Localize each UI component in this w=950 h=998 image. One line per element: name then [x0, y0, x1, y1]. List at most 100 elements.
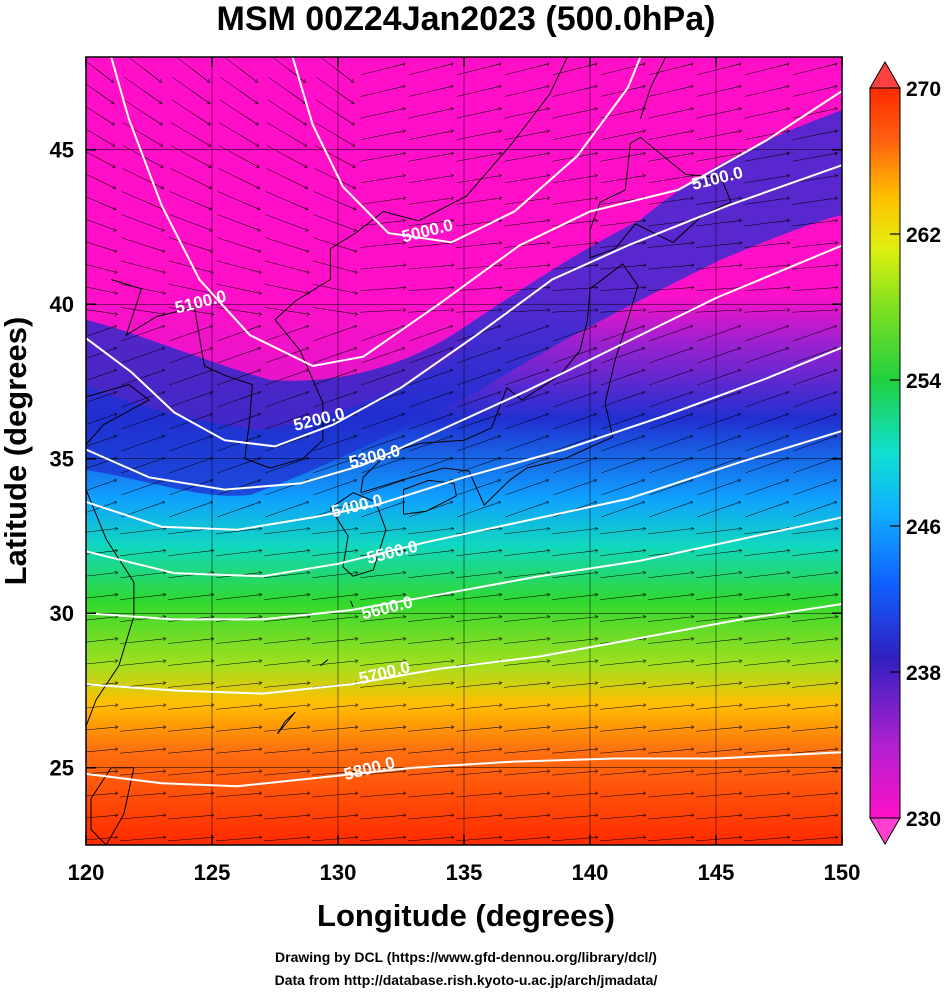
wind-arrow: [287, 326, 309, 334]
wind-arrow: [383, 348, 405, 356]
streamline-segment: [649, 376, 673, 386]
streamline-segment: [408, 244, 433, 248]
streamline-segment: [175, 57, 193, 70]
streamline-segment: [648, 156, 673, 162]
streamline-segment: [361, 464, 385, 474]
coastline-path: [350, 600, 354, 608]
streamline-segment: [744, 574, 769, 578]
streamline-segment: [744, 750, 769, 754]
wind-arrow: [239, 134, 259, 147]
streamline-segment: [504, 156, 529, 162]
wind-arrow: [143, 705, 166, 708]
streamline-segment: [264, 662, 289, 666]
wind-arrow: [479, 64, 501, 70]
streamline-segment: [648, 772, 673, 776]
wind-arrow: [671, 348, 693, 356]
wind-arrow: [95, 392, 117, 400]
wind-arrow: [623, 414, 645, 422]
wind-arrow: [575, 595, 598, 598]
wind-arrow: [479, 108, 501, 114]
streamline-segment: [169, 376, 193, 386]
wind-arrow: [287, 550, 310, 554]
wind-arrow: [191, 156, 211, 167]
wind-arrow: [575, 370, 597, 378]
streamline-segment: [120, 750, 145, 754]
wind-arrow: [623, 287, 646, 289]
wind-arrow: [767, 287, 790, 289]
wind-arrow: [239, 815, 262, 818]
wind-arrow: [335, 749, 358, 752]
streamline-segment: [408, 552, 433, 557]
streamline-segment: [648, 640, 673, 644]
streamline-segment: [696, 200, 721, 205]
wind-arrow: [479, 749, 502, 752]
streamline-segment: [552, 310, 577, 313]
wind-arrow: [719, 617, 742, 620]
wind-arrow: [527, 243, 550, 246]
streamline-segment: [86, 464, 97, 469]
streamline-segment: [649, 332, 673, 342]
wind-arrow: [191, 458, 213, 466]
wind-arrow: [95, 502, 117, 510]
streamline-segment: [648, 68, 673, 76]
wind-arrow: [671, 528, 694, 532]
wind-arrow: [431, 414, 453, 422]
wind-arrow: [143, 749, 166, 752]
wind-arrow: [527, 198, 550, 202]
wind-arrow: [527, 392, 549, 400]
wind-arrow: [719, 815, 742, 818]
wind-arrow: [815, 595, 838, 598]
wind-arrow: [623, 683, 646, 686]
wind-arrow: [815, 310, 838, 311]
wind-arrow: [287, 458, 309, 466]
wind-arrow: [143, 595, 166, 598]
streamline-segment: [408, 706, 433, 710]
wind-arrow: [623, 392, 645, 400]
streamline-segment: [168, 772, 193, 776]
wind-arrow: [623, 573, 646, 576]
wind-arrow: [143, 414, 165, 422]
wind-arrow: [383, 480, 405, 488]
streamline-segment: [121, 376, 145, 386]
wind-arrow: [335, 266, 357, 273]
wind-arrow: [335, 502, 357, 510]
wind-arrow: [431, 131, 454, 136]
wind-arrow: [719, 131, 742, 136]
wind-arrow: [527, 480, 549, 488]
streamline-segment: [223, 57, 241, 70]
wind-arrow: [671, 153, 694, 158]
streamline-segment: [600, 244, 625, 248]
wind-arrow: [767, 793, 790, 796]
wind-arrow: [431, 265, 454, 268]
wind-arrow: [719, 458, 741, 466]
wind-arrow: [431, 108, 453, 114]
streamline-segment: [649, 354, 673, 364]
streamline-segment: [217, 376, 241, 386]
streamline-segment: [86, 309, 97, 312]
streamline-segment: [456, 222, 481, 227]
wind-arrow: [527, 595, 550, 598]
streamline-segment: [170, 145, 193, 158]
wind-arrow: [287, 661, 310, 664]
streamline-segment: [793, 398, 817, 408]
wind-arrow: [287, 436, 309, 444]
streamline-segment: [86, 398, 97, 403]
wind-arrow: [815, 749, 838, 752]
streamline-segment: [601, 332, 625, 342]
wind-arrow: [527, 326, 549, 334]
streamline-segment: [360, 530, 385, 535]
wind-arrow: [239, 727, 262, 730]
wind-arrow: [431, 392, 453, 400]
streamline-segment: [127, 57, 145, 70]
wind-arrow: [719, 771, 742, 774]
streamline-segment: [456, 574, 481, 578]
wind-arrow: [239, 244, 261, 252]
wind-arrow: [383, 370, 405, 378]
x-tick-label: 125: [194, 860, 231, 885]
wind-arrow: [767, 639, 790, 642]
streamline-segment: [792, 244, 817, 248]
wind-arrow: [143, 639, 166, 642]
wind-arrow: [575, 617, 598, 620]
streamline-segment: [120, 260, 145, 268]
streamline-segment: [268, 76, 289, 92]
